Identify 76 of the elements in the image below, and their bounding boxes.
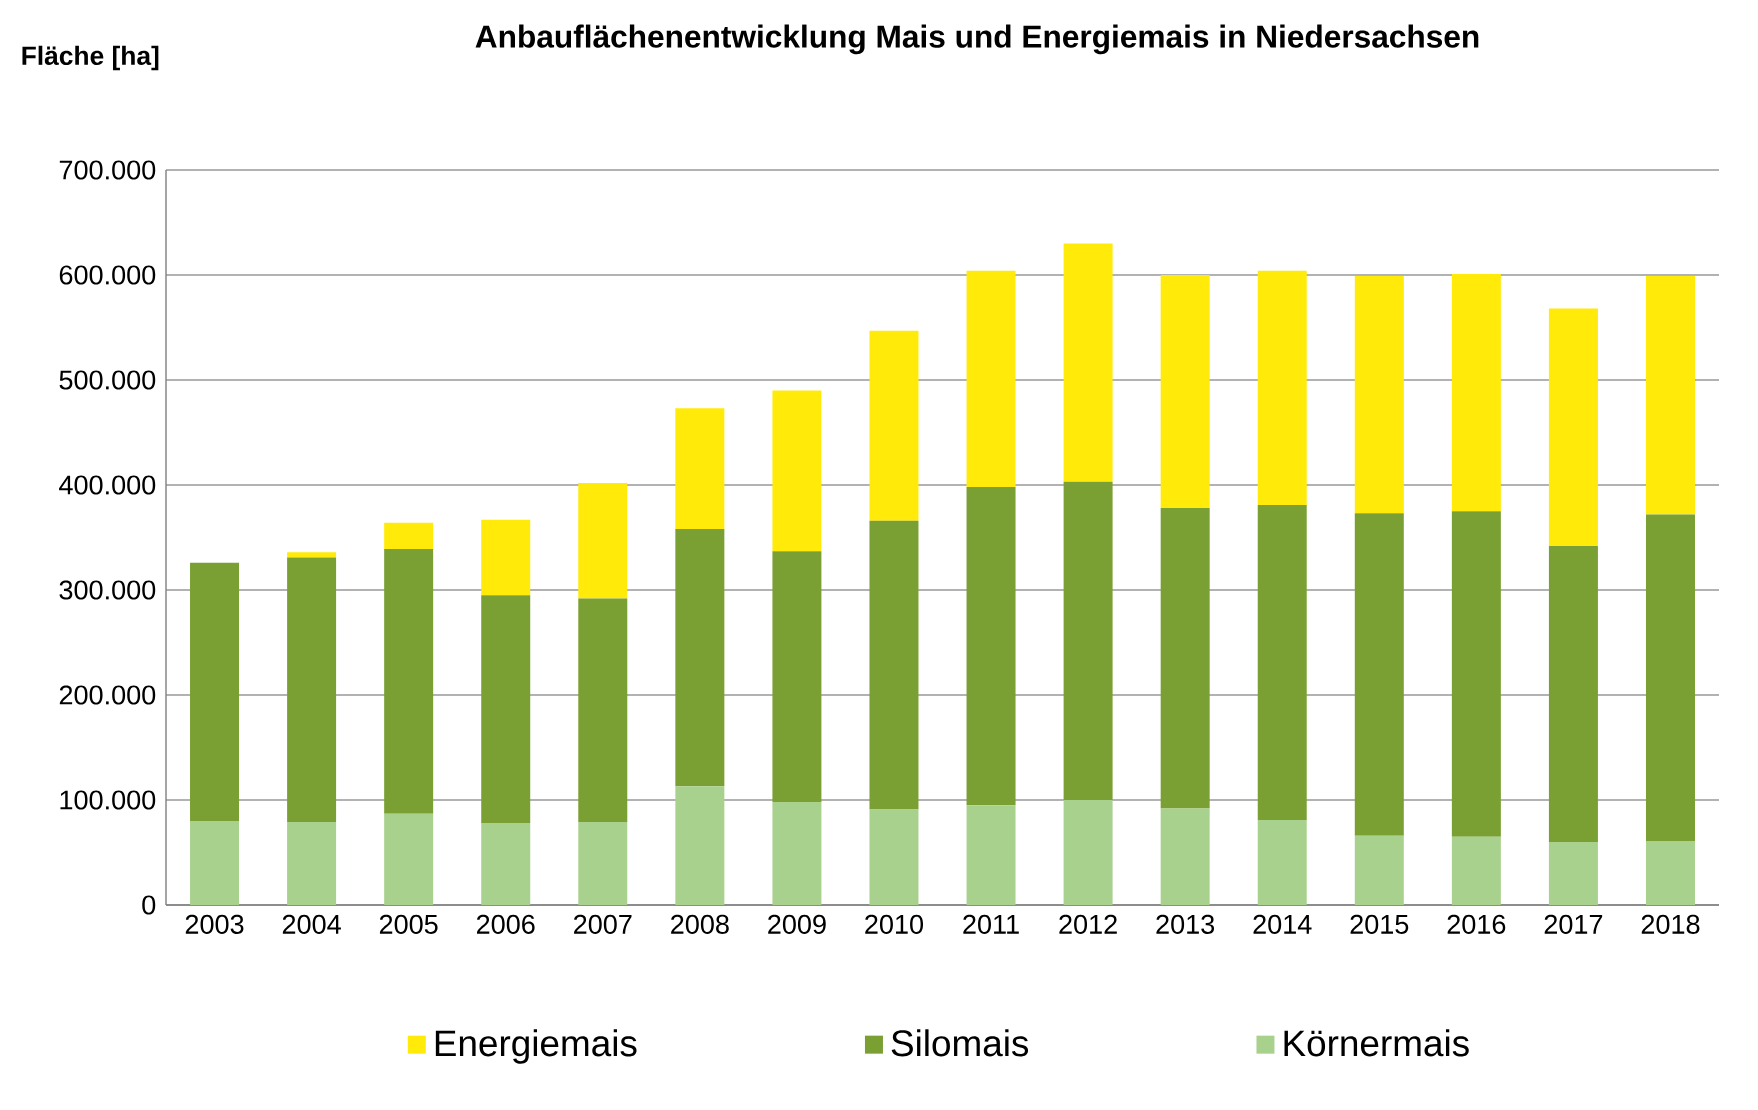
bar — [1257, 819, 1307, 906]
bar — [287, 552, 337, 558]
y-tick-label: 700.000 — [59, 160, 156, 180]
bar — [675, 408, 725, 530]
bar — [190, 562, 240, 822]
y-tick-label: 500.000 — [59, 370, 156, 390]
bar — [1354, 835, 1404, 906]
bar — [1548, 308, 1598, 546]
bar — [1160, 808, 1210, 906]
legend-label: Energiemais — [435, 1029, 637, 1064]
bar — [481, 595, 531, 824]
bar — [1451, 511, 1501, 837]
bar — [578, 482, 628, 599]
bar — [1451, 836, 1501, 906]
chart-title: Anbauflächenentwicklung Mais und Energiemais in Niedersachsen — [475, 24, 1479, 55]
bar — [869, 520, 919, 810]
bar — [578, 822, 628, 906]
bar — [287, 822, 337, 906]
bar — [1354, 513, 1404, 836]
bar — [1063, 800, 1113, 906]
y-tick-label: 300.000 — [59, 580, 156, 600]
bar — [384, 549, 434, 814]
y-tick-label: 600.000 — [59, 265, 156, 285]
x-tick-label: 2009 — [768, 914, 826, 934]
bar — [869, 330, 919, 521]
bar — [481, 823, 531, 906]
bar — [384, 813, 434, 906]
x-tick-label: 2018 — [1641, 914, 1700, 934]
bar — [190, 821, 240, 906]
legend-label: Silomais — [891, 1029, 1029, 1057]
x-tick-label: 2011 — [963, 914, 1019, 934]
x-tick-label: 2016 — [1447, 914, 1506, 934]
x-tick-label: 2014 — [1253, 914, 1312, 934]
bar — [1645, 840, 1695, 906]
x-tick-label: 2007 — [574, 914, 632, 934]
x-tick-label: 2015 — [1350, 914, 1409, 934]
x-tick-label: 2006 — [477, 914, 535, 934]
bar — [1451, 273, 1501, 512]
y-tick-label: 200.000 — [59, 685, 156, 705]
bar — [966, 270, 1016, 488]
bar — [1160, 275, 1210, 509]
bar — [1354, 276, 1404, 514]
x-tick-label: 2013 — [1156, 914, 1215, 934]
bar — [1548, 842, 1598, 906]
y-tick-label: 400.000 — [59, 475, 156, 495]
x-tick-label: 2017 — [1544, 914, 1603, 934]
bar — [1257, 504, 1307, 820]
bar — [966, 487, 1016, 806]
bar — [1645, 276, 1695, 515]
bar — [578, 598, 628, 823]
x-tick-label: 2004 — [282, 914, 341, 934]
x-tick-label: 2010 — [865, 914, 924, 934]
y-tick-label: 100.000 — [60, 790, 156, 810]
bar — [772, 551, 822, 803]
bar — [1257, 270, 1307, 505]
x-tick-label: 2012 — [1059, 914, 1117, 934]
bar — [675, 786, 725, 906]
bar — [287, 557, 337, 823]
bar — [675, 529, 725, 787]
bar — [1160, 508, 1210, 809]
bar — [1063, 243, 1113, 482]
y-tick-label: 0 — [142, 895, 156, 915]
bar — [772, 802, 822, 906]
bar — [1548, 545, 1598, 843]
x-tick-label: 2008 — [671, 914, 729, 934]
bar — [869, 809, 919, 906]
x-tick-label: 2005 — [379, 914, 438, 934]
y-axis-title: Fläche [ha] — [22, 45, 159, 71]
bar — [481, 519, 531, 596]
bar — [772, 390, 822, 552]
bar — [1063, 481, 1113, 801]
bar — [966, 805, 1016, 906]
bar — [1645, 514, 1695, 841]
x-tick-label: 2003 — [185, 914, 244, 934]
bar — [384, 522, 434, 550]
legend-label: Körnermais — [1284, 1029, 1469, 1057]
